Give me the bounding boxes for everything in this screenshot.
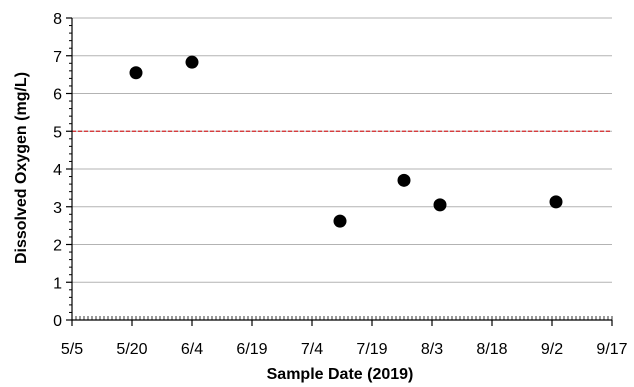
x-tick-label: 9/17: [596, 341, 627, 358]
y-tick-label: 2: [53, 238, 62, 255]
y-tick-label: 3: [53, 200, 62, 217]
x-tick-label: 5/5: [61, 341, 83, 358]
gridlines: [72, 17, 612, 283]
data-point: [333, 214, 347, 228]
y-axis-title: Dissolved Oxygen (mg/L): [13, 72, 30, 264]
y-tick-label: 5: [53, 124, 62, 141]
x-tick-label: 5/20: [116, 341, 147, 358]
data-points: [129, 55, 563, 228]
y-tick-label: 4: [53, 162, 62, 179]
tick-labels: 0 1 2 3 4 5 6 7 8 5/5 5/20 6/4 6/19 7/4 7/19 8/3 8/18 9/2…: [53, 11, 628, 358]
data-point: [549, 195, 563, 209]
x-tick-label: 9/2: [541, 341, 563, 358]
x-tick-label: 6/19: [236, 341, 267, 358]
y-tick-label: 8: [53, 11, 62, 28]
x-tick-label: 8/3: [421, 341, 443, 358]
axes: [66, 17, 613, 326]
x-tick-label: 7/4: [301, 341, 323, 358]
data-point: [397, 173, 411, 187]
y-tick-label: 7: [53, 49, 62, 66]
y-tick-label: 1: [53, 275, 62, 292]
x-tick-label: 7/19: [356, 341, 387, 358]
x-axis-title: Sample Date (2019): [267, 366, 414, 383]
y-tick-label: 6: [53, 87, 62, 104]
data-point: [185, 55, 199, 69]
x-tick-label: 6/4: [181, 341, 203, 358]
data-point: [433, 198, 447, 212]
data-point: [129, 66, 143, 80]
x-tick-label: 8/18: [476, 341, 507, 358]
y-tick-label: 0: [53, 313, 62, 330]
